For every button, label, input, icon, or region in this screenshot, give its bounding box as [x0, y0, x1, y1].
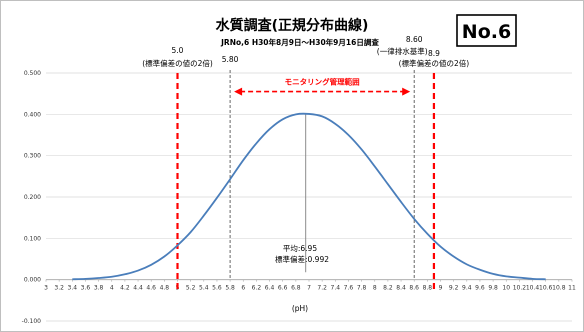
x-tick-label: 5.2	[186, 285, 196, 292]
y-tick-label: 0.500	[24, 70, 41, 77]
y-tick-label: 0.200	[24, 194, 41, 201]
range-arrow-head-right	[402, 87, 411, 96]
y-tick-label: 0.300	[24, 153, 41, 160]
monitoring-range-label: モニタリング管理範囲	[285, 77, 360, 87]
x-tick-label: 3.4	[68, 285, 78, 292]
x-tick-label: 10	[502, 285, 510, 292]
monitoring-range: モニタリング管理範囲	[234, 77, 411, 96]
x-tick-label: 10.4	[526, 285, 540, 292]
badge-box	[456, 14, 517, 47]
x-tick-label: 10.2	[513, 285, 527, 292]
x-tick-label: 10.6	[539, 285, 553, 292]
x-tick-label: 8.2	[383, 285, 393, 292]
x-tick-label: 6.8	[291, 285, 301, 292]
x-tick-label: 6.6	[278, 285, 288, 292]
y-tick-labels: 0.500 0.400 0.300 0.200 0.100 0.000 -0.100	[22, 70, 42, 325]
x-axis-label: (pH)	[292, 304, 308, 313]
x-tick-label: 6	[241, 285, 245, 292]
reference-value-label: 8.60	[406, 35, 423, 44]
x-tick-label: 3.6	[81, 285, 91, 292]
reference-value-label: 8.9	[428, 49, 440, 58]
y-tick-label: -0.100	[22, 318, 42, 325]
x-tick-label: 3.8	[94, 285, 104, 292]
series-line	[72, 112, 546, 281]
x-tick-label: 8.8	[423, 285, 433, 292]
x-tick-labels: 33.23.43.63.844.24.44.64.855.25.45.65.86…	[44, 279, 576, 292]
x-tick-label: 11	[568, 285, 576, 292]
x-tick-label: 7.2	[317, 285, 327, 292]
series-layer	[72, 112, 546, 281]
x-tick-label: 4.4	[133, 285, 143, 292]
x-tick-label: 3.2	[54, 285, 64, 292]
reference-value-label: 5.0	[172, 46, 184, 55]
x-tick-label: 6.2	[252, 285, 262, 292]
reference-note-label: (標準偏差の値の2倍)	[399, 58, 470, 68]
x-tick-label: 3	[44, 285, 48, 292]
y-tick-label: 0.100	[24, 235, 41, 242]
x-tick-label: 7.8	[357, 285, 367, 292]
x-tick-label: 4.6	[146, 285, 156, 292]
chart-title: 水質調査(正規分布曲線)	[216, 17, 369, 34]
x-tick-label: 8.6	[409, 285, 419, 292]
x-tick-label: 7	[307, 285, 311, 292]
x-tick-label: 8	[373, 285, 377, 292]
x-tick-label: 8.4	[396, 285, 406, 292]
x-tick-label: 4.2	[120, 285, 130, 292]
x-tick-label: 9.2	[449, 285, 459, 292]
x-tick-label: 7.6	[344, 285, 354, 292]
reference-value-label: 5.80	[222, 55, 239, 64]
x-tick-label: 4.8	[160, 285, 170, 292]
mean-label: 平均:6.95	[283, 243, 317, 253]
reference-note-label: (一律排水基準)	[377, 46, 428, 56]
x-tick-label: 9	[439, 285, 443, 292]
x-tick-label: 9.4	[462, 285, 472, 292]
badge-label: No.6	[462, 21, 511, 43]
x-tick-label: 7.4	[331, 285, 341, 292]
y-tick-label: 0.000	[24, 277, 41, 284]
x-tick-label: 9.6	[475, 285, 485, 292]
x-tick-label: 5.4	[199, 285, 209, 292]
x-tick-label: 6.4	[265, 285, 275, 292]
reference-note-label: (標準偏差の値の2倍)	[142, 58, 213, 68]
reference-lines: 5.0(標準偏差の値の2倍) 5.808.60(一律排水基準) 8.9(標準偏差の値…	[142, 35, 470, 293]
x-tick-label: 5.8	[225, 285, 235, 292]
x-tick-label: 4	[110, 285, 114, 292]
y-tick-label: 0.400	[24, 111, 41, 118]
x-tick-label: 5.6	[212, 285, 222, 292]
range-arrow-head-left	[234, 87, 243, 96]
x-tick-label: 9.8	[488, 285, 498, 292]
chart-subtitle: JRNo,6 H30年8月9日～H30年9月16日調査	[220, 37, 379, 47]
sd-label: 標準偏差:0.992	[275, 254, 329, 264]
x-tick-label: 10.8	[552, 285, 566, 292]
